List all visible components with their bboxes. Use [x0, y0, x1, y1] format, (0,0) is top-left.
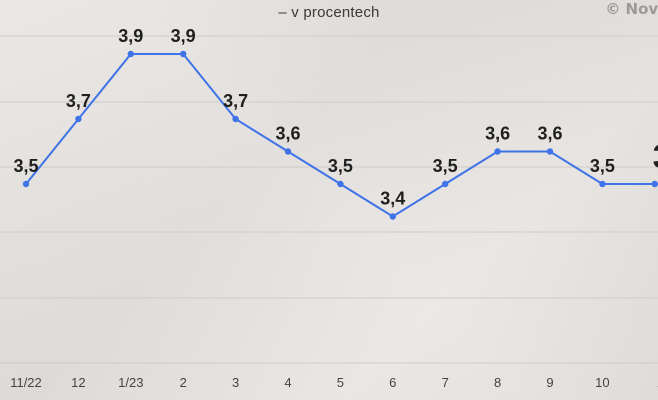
x-tick-label: 11: [657, 375, 658, 390]
x-tick-label: 4: [284, 375, 291, 390]
x-tick-label: 7: [442, 375, 449, 390]
data-label: 3,5: [433, 156, 458, 176]
data-label: 3,9: [171, 26, 196, 46]
data-point: [389, 213, 396, 220]
x-tick-label: 11/22: [10, 375, 42, 390]
data-label: 3,4: [380, 189, 405, 209]
data-point: [284, 148, 292, 155]
data-point: [232, 115, 239, 123]
data-label: 3,7: [66, 91, 91, 111]
data-point: [546, 148, 554, 155]
x-tick-label: 9: [546, 375, 553, 390]
x-tick-label: 10: [595, 375, 609, 390]
x-tick-label: 12: [71, 375, 85, 390]
x-tick-label: 6: [389, 375, 396, 390]
x-tick-label: 3: [232, 375, 239, 390]
data-point: [337, 180, 344, 188]
data-point: [75, 115, 82, 123]
data-point: [180, 50, 187, 58]
data-points: [22, 50, 658, 220]
x-tick-label: 8: [494, 375, 501, 390]
data-point: [127, 50, 134, 58]
data-point: [494, 148, 501, 155]
data-label: 3,5: [13, 156, 38, 176]
data-point: [22, 180, 30, 188]
data-label: 3,7: [223, 91, 248, 111]
data-point: [442, 180, 449, 188]
data-point: [651, 180, 658, 188]
data-label: 3,6: [275, 124, 300, 144]
x-axis-ticks: 11/22 12 1/23 2 3 4 5 6 7 8 9 10 11: [10, 375, 658, 390]
data-label: 3,6: [537, 124, 562, 144]
data-label: 3,9: [118, 26, 143, 46]
data-labels: 3,5 3,7 3,9 3,9 3,7 3,6 3,5 3,4 3,5 3,6 3,6 3,5 3,: [13, 26, 658, 209]
data-label: 3,: [653, 138, 658, 176]
copyright-watermark: © Novin: [605, 0, 658, 18]
x-tick-label: 2: [180, 375, 187, 390]
data-label: 3,5: [590, 156, 615, 176]
x-tick-label: 1/23: [118, 375, 143, 390]
chart-subtitle: – v procentech: [278, 4, 380, 21]
data-label: 3,5: [328, 156, 353, 176]
data-label: 3,6: [485, 124, 510, 144]
gridlines: [0, 35, 658, 364]
data-point: [599, 180, 606, 188]
x-tick-label: 5: [337, 375, 344, 390]
